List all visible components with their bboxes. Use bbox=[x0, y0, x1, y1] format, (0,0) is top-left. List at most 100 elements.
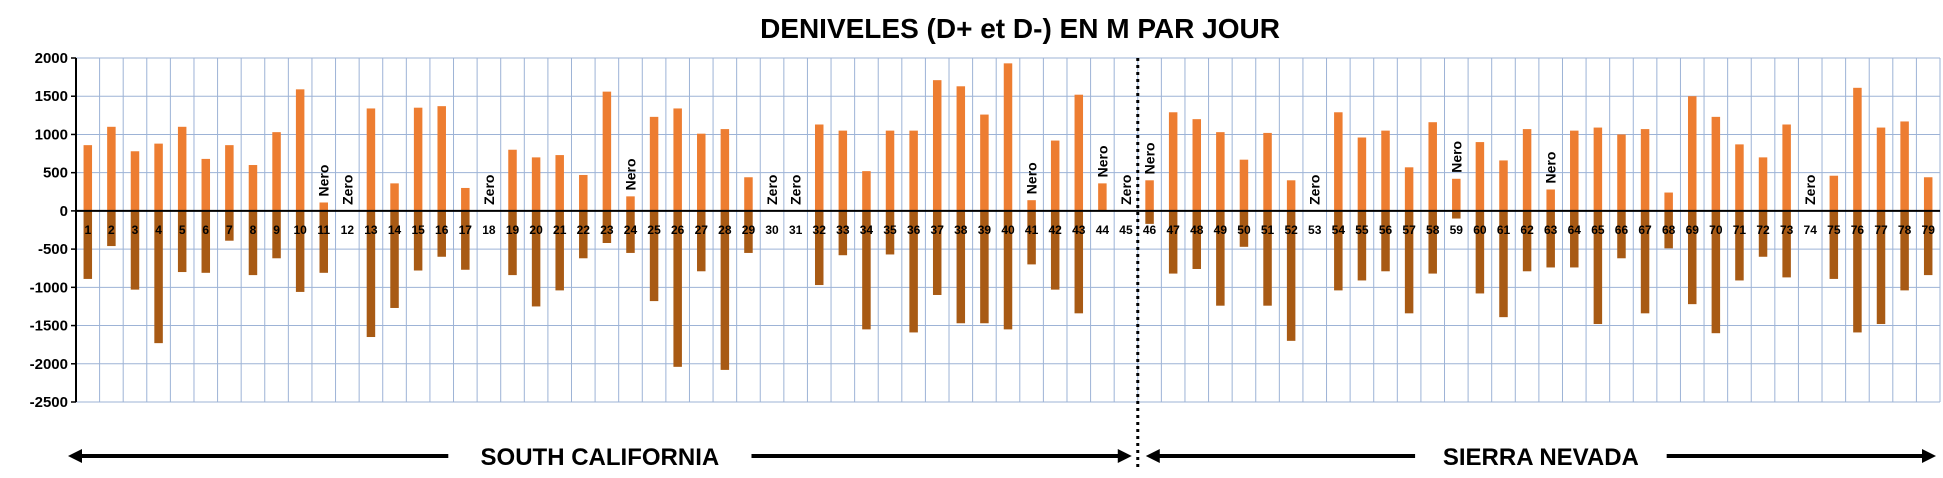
x-tick-label: 21 bbox=[553, 223, 567, 237]
region-arrowhead-right bbox=[1117, 449, 1132, 463]
x-tick-label: 39 bbox=[978, 223, 992, 237]
y-tick-label: -2500 bbox=[30, 394, 68, 411]
x-tick-label: 4 bbox=[155, 223, 162, 237]
x-tick-label: 42 bbox=[1049, 223, 1063, 237]
bar-descent bbox=[744, 210, 753, 253]
bar-ascent bbox=[508, 149, 517, 211]
bar-ascent bbox=[366, 108, 376, 211]
bar-ascent bbox=[1239, 159, 1249, 211]
bar-descent bbox=[1452, 210, 1461, 219]
bar-ascent bbox=[437, 106, 446, 211]
bar-descent bbox=[980, 210, 989, 324]
x-tick-label: 3 bbox=[132, 223, 139, 237]
x-tick-label: 62 bbox=[1520, 223, 1534, 237]
bar-ascent bbox=[1758, 157, 1768, 211]
bar-descent bbox=[508, 210, 517, 276]
x-tick-label: 6 bbox=[202, 223, 209, 237]
x-tick-label: 40 bbox=[1001, 223, 1015, 237]
x-tick-label: 24 bbox=[624, 223, 638, 237]
x-tick-label: 23 bbox=[600, 223, 614, 237]
bar-ascent bbox=[1853, 87, 1862, 211]
bar-ascent bbox=[1900, 121, 1909, 211]
bar-descent bbox=[814, 210, 824, 286]
bar-ascent bbox=[1452, 178, 1461, 211]
x-tick-label: 77 bbox=[1874, 223, 1888, 237]
bar-descent bbox=[1168, 210, 1178, 274]
bar-descent bbox=[1593, 210, 1603, 325]
x-tick-label: 2 bbox=[108, 223, 115, 237]
x-tick-label: 18 bbox=[482, 223, 496, 237]
x-tick-label: 30 bbox=[765, 223, 779, 237]
bar-descent bbox=[1050, 210, 1060, 290]
bar-descent bbox=[720, 210, 730, 370]
annotation-label: Zero bbox=[481, 175, 497, 205]
x-tick-label: 75 bbox=[1827, 223, 1841, 237]
bar-ascent bbox=[1640, 129, 1650, 211]
bar-descent bbox=[1499, 210, 1508, 318]
bar-ascent bbox=[956, 86, 966, 211]
bar-ascent bbox=[602, 91, 612, 211]
bar-ascent bbox=[1829, 175, 1839, 211]
bar-ascent bbox=[1357, 137, 1367, 211]
x-tick-label: 68 bbox=[1662, 223, 1676, 237]
bar-ascent bbox=[1286, 180, 1296, 211]
bars bbox=[83, 63, 1933, 370]
annotation-label: Nero bbox=[1094, 145, 1110, 177]
y-tick-label: 0 bbox=[60, 203, 68, 220]
x-tick-label: 27 bbox=[695, 223, 709, 237]
annotation-label: Nero bbox=[316, 165, 332, 197]
x-tick-label: 34 bbox=[860, 223, 874, 237]
bar-ascent bbox=[932, 80, 942, 211]
x-tick-label: 35 bbox=[883, 223, 897, 237]
bar-ascent bbox=[1499, 160, 1508, 211]
x-tick-label: 69 bbox=[1686, 223, 1700, 237]
x-tick-label: 73 bbox=[1780, 223, 1794, 237]
annotations: Nero Zero Zero Nero Zero Zero Nero Nero Zero Nero… bbox=[316, 141, 1818, 205]
x-tick-label: 14 bbox=[388, 223, 402, 237]
bar-ascent bbox=[720, 129, 730, 211]
bar-ascent bbox=[225, 145, 234, 211]
bar-descent bbox=[838, 210, 848, 256]
x-tick-label: 10 bbox=[293, 223, 307, 237]
bar-ascent bbox=[272, 132, 281, 211]
bar-ascent bbox=[1546, 189, 1555, 211]
bar-ascent bbox=[130, 151, 140, 211]
annotation-label: Zero bbox=[1118, 175, 1134, 205]
bar-ascent bbox=[177, 126, 187, 211]
y-tick-label: -500 bbox=[38, 241, 68, 258]
bar-ascent bbox=[673, 108, 682, 211]
x-tick-label: 58 bbox=[1426, 223, 1440, 237]
bar-descent bbox=[1428, 210, 1437, 274]
region-markers: SOUTH CALIFORNIA SIERRA NEVADA bbox=[68, 58, 1936, 471]
bar-ascent bbox=[1216, 132, 1225, 211]
bar-descent bbox=[555, 210, 564, 291]
bar-ascent bbox=[1664, 192, 1673, 211]
bar-descent bbox=[107, 210, 116, 247]
bar-ascent bbox=[1876, 127, 1886, 211]
bar-descent bbox=[1829, 210, 1839, 279]
bar-ascent bbox=[531, 157, 541, 211]
bar-ascent bbox=[1050, 140, 1060, 211]
bar-descent bbox=[390, 210, 399, 308]
x-tick-label: 50 bbox=[1237, 223, 1251, 237]
bar-ascent bbox=[555, 155, 564, 211]
x-tick-label: 65 bbox=[1591, 223, 1605, 237]
x-tick-label: 63 bbox=[1544, 223, 1558, 237]
x-tick-label: 31 bbox=[789, 223, 803, 237]
x-tick-label: 1 bbox=[84, 223, 91, 237]
bar-descent bbox=[177, 210, 187, 273]
x-tick-label: 41 bbox=[1025, 223, 1039, 237]
bar-ascent bbox=[862, 171, 871, 211]
bar-descent bbox=[1640, 210, 1650, 314]
annotation-label: Zero bbox=[1307, 175, 1323, 205]
y-tick-label: -1500 bbox=[30, 318, 68, 335]
x-tick-label: 8 bbox=[250, 223, 257, 237]
x-tick-label: 32 bbox=[813, 223, 827, 237]
bar-descent bbox=[1853, 210, 1862, 333]
bar-ascent bbox=[1923, 177, 1933, 211]
bar-descent bbox=[885, 210, 895, 255]
x-tick-label: 15 bbox=[411, 223, 425, 237]
bar-descent bbox=[1216, 210, 1225, 306]
x-tick-label: 74 bbox=[1804, 223, 1818, 237]
